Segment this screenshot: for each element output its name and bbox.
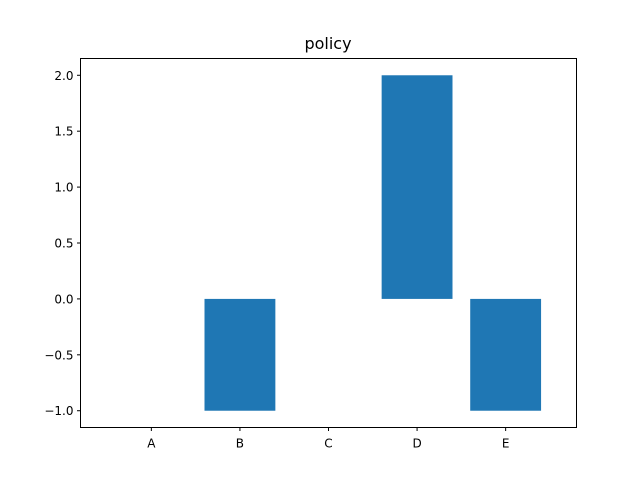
bar-d (381, 75, 453, 299)
bars-layer (204, 75, 542, 411)
y-tick-label: −0.5 (44, 348, 73, 362)
y-tick-label: 2.0 (54, 69, 73, 83)
bar-e (470, 298, 542, 411)
plot-area-frame (80, 58, 577, 428)
x-tick-label: A (147, 437, 156, 451)
bar-b (204, 298, 276, 411)
y-tick-label: 1.0 (54, 181, 73, 195)
y-tick-label: 0.0 (54, 292, 73, 306)
x-tick-label: B (236, 437, 244, 451)
chart-title: policy (304, 34, 351, 53)
y-tick-label: 1.5 (54, 125, 73, 139)
y-tick-label: 0.5 (54, 237, 73, 251)
x-axis: A B C D E (147, 427, 510, 451)
x-tick-label: E (502, 437, 510, 451)
x-tick-label: D (412, 437, 421, 451)
y-axis: −1.0 −0.5 0.0 0.5 1.0 1.5 2.0 (44, 69, 81, 418)
y-tick-label: −1.0 (44, 404, 73, 418)
x-tick-label: C (324, 437, 332, 451)
